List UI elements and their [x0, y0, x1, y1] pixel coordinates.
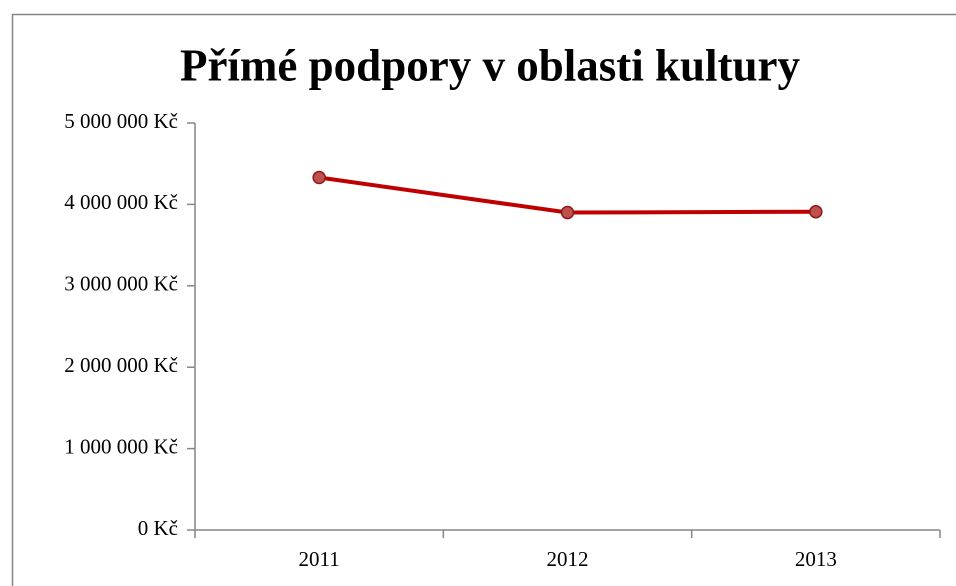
- data-point: [560, 205, 575, 220]
- y-tick-label: 0 Kč: [138, 516, 178, 540]
- x-tick-label: 2012: [547, 547, 589, 571]
- data-point: [312, 170, 326, 185]
- chart-border: [11, 13, 956, 586]
- y-tick-label: 1 000 000 Kč: [64, 434, 178, 458]
- x-tick-label: 2013: [795, 547, 837, 571]
- y-tick-label: 2 000 000 Kč: [64, 353, 178, 377]
- chart-title: Přímé podpory v oblasti kultury: [180, 40, 801, 90]
- y-tick-label: 3 000 000 Kč: [64, 272, 178, 296]
- data-point: [809, 204, 823, 219]
- y-tick-label: 4 000 000 Kč: [64, 190, 178, 214]
- y-tick-label: 5 000 000 Kč: [64, 109, 178, 133]
- x-tick-label: 2011: [299, 547, 340, 571]
